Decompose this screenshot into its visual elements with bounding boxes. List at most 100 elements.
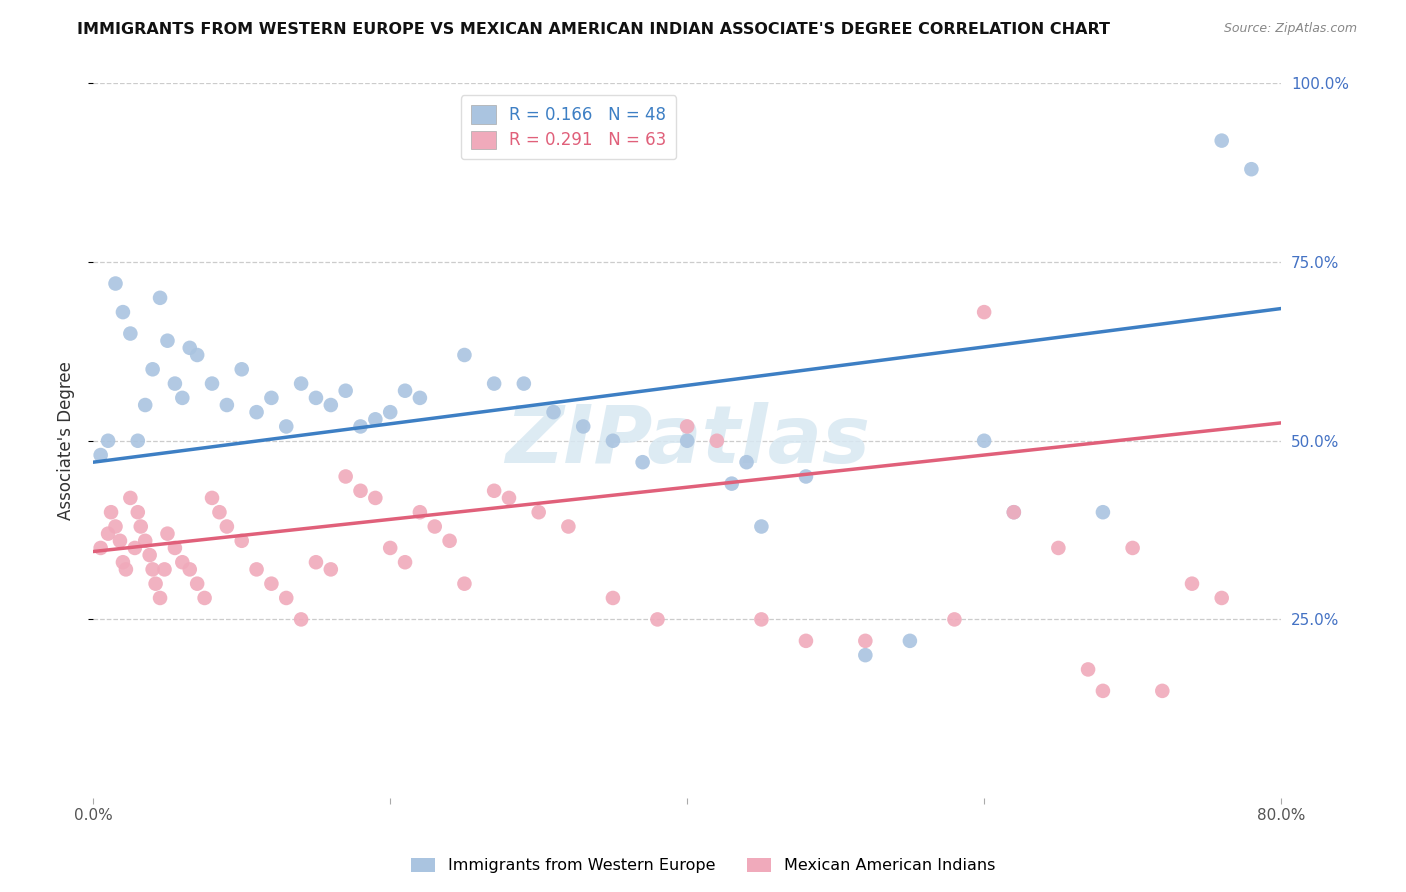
Point bbox=[409, 505, 432, 519]
Point bbox=[853, 633, 876, 648]
Point bbox=[1077, 662, 1099, 676]
Point bbox=[394, 555, 416, 569]
Point bbox=[120, 326, 142, 341]
Point bbox=[794, 469, 817, 483]
Point bbox=[305, 555, 328, 569]
Point bbox=[794, 633, 817, 648]
Point bbox=[111, 305, 134, 319]
Point bbox=[149, 291, 172, 305]
Point bbox=[1211, 591, 1233, 605]
Point bbox=[305, 391, 328, 405]
Point bbox=[349, 419, 371, 434]
Point bbox=[179, 341, 201, 355]
Point bbox=[153, 562, 176, 576]
Point bbox=[134, 398, 156, 412]
Point bbox=[142, 562, 165, 576]
Legend: R = 0.166   N = 48, R = 0.291   N = 63: R = 0.166 N = 48, R = 0.291 N = 63 bbox=[461, 95, 676, 160]
Text: Source: ZipAtlas.com: Source: ZipAtlas.com bbox=[1223, 22, 1357, 36]
Point bbox=[751, 612, 773, 626]
Point bbox=[943, 612, 966, 626]
Point bbox=[124, 541, 146, 555]
Point bbox=[1240, 162, 1263, 177]
Point bbox=[735, 455, 758, 469]
Point bbox=[245, 562, 267, 576]
Point bbox=[1002, 505, 1025, 519]
Point bbox=[973, 434, 995, 448]
Point bbox=[453, 576, 475, 591]
Point bbox=[97, 526, 120, 541]
Point bbox=[142, 362, 165, 376]
Point bbox=[349, 483, 371, 498]
Point bbox=[482, 376, 505, 391]
Point bbox=[208, 505, 231, 519]
Point bbox=[380, 405, 402, 419]
Point bbox=[364, 491, 387, 505]
Point bbox=[647, 612, 669, 626]
Point bbox=[335, 469, 357, 483]
Point bbox=[194, 591, 217, 605]
Point bbox=[149, 591, 172, 605]
Point bbox=[163, 376, 186, 391]
Point bbox=[319, 398, 342, 412]
Point bbox=[898, 633, 921, 648]
Point bbox=[90, 541, 112, 555]
Point bbox=[1091, 505, 1114, 519]
Point bbox=[1211, 134, 1233, 148]
Point bbox=[145, 576, 167, 591]
Point bbox=[1122, 541, 1144, 555]
Point bbox=[513, 376, 536, 391]
Point bbox=[290, 376, 312, 391]
Point bbox=[276, 419, 298, 434]
Point bbox=[260, 576, 283, 591]
Point bbox=[572, 419, 595, 434]
Point bbox=[163, 541, 186, 555]
Point bbox=[751, 519, 773, 533]
Point bbox=[557, 519, 579, 533]
Point bbox=[290, 612, 312, 626]
Point bbox=[276, 591, 298, 605]
Point bbox=[676, 419, 699, 434]
Point bbox=[706, 434, 728, 448]
Point bbox=[364, 412, 387, 426]
Point bbox=[138, 548, 160, 562]
Point bbox=[1047, 541, 1070, 555]
Point bbox=[115, 562, 138, 576]
Point bbox=[134, 533, 156, 548]
Point bbox=[423, 519, 446, 533]
Point bbox=[394, 384, 416, 398]
Point bbox=[215, 398, 238, 412]
Point bbox=[453, 348, 475, 362]
Point bbox=[527, 505, 550, 519]
Point bbox=[111, 555, 134, 569]
Point bbox=[543, 405, 565, 419]
Point bbox=[231, 533, 253, 548]
Point bbox=[482, 483, 505, 498]
Point bbox=[631, 455, 654, 469]
Point bbox=[973, 305, 995, 319]
Legend: Immigrants from Western Europe, Mexican American Indians: Immigrants from Western Europe, Mexican … bbox=[405, 851, 1001, 880]
Point bbox=[602, 434, 624, 448]
Point bbox=[335, 384, 357, 398]
Text: ZIPatlas: ZIPatlas bbox=[505, 401, 870, 480]
Point bbox=[172, 555, 194, 569]
Point bbox=[215, 519, 238, 533]
Point bbox=[201, 376, 224, 391]
Point bbox=[676, 434, 699, 448]
Text: IMMIGRANTS FROM WESTERN EUROPE VS MEXICAN AMERICAN INDIAN ASSOCIATE'S DEGREE COR: IMMIGRANTS FROM WESTERN EUROPE VS MEXICA… bbox=[77, 22, 1111, 37]
Point bbox=[231, 362, 253, 376]
Point bbox=[1002, 505, 1025, 519]
Point bbox=[108, 533, 131, 548]
Point bbox=[129, 519, 152, 533]
Point bbox=[179, 562, 201, 576]
Point bbox=[439, 533, 461, 548]
Point bbox=[260, 391, 283, 405]
Point bbox=[172, 391, 194, 405]
Point bbox=[156, 334, 179, 348]
Point bbox=[319, 562, 342, 576]
Point bbox=[1181, 576, 1204, 591]
Point bbox=[498, 491, 520, 505]
Point bbox=[120, 491, 142, 505]
Point bbox=[186, 576, 208, 591]
Point bbox=[186, 348, 208, 362]
Point bbox=[1091, 684, 1114, 698]
